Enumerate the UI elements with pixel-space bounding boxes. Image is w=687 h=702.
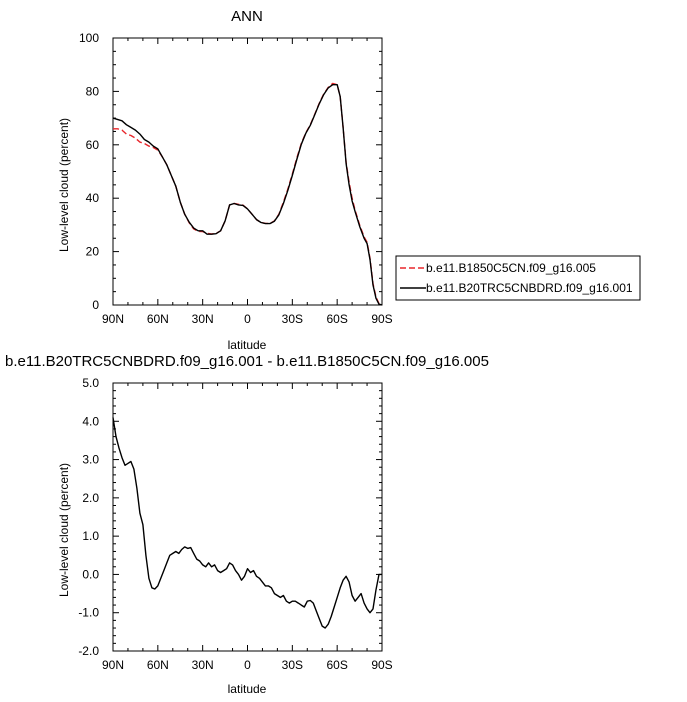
x-tick-label-bottom: 0 [244, 658, 251, 672]
x-tick-label-bottom: 60S [326, 658, 347, 672]
series-line-bottom-0 [112, 417, 382, 629]
y-tick-label-bottom: -1.0 [78, 606, 99, 620]
y-tick-label-bottom: 3.0 [82, 453, 99, 467]
y-tick-label-top: 80 [86, 84, 100, 98]
x-tick-label-top: 30S [282, 312, 303, 326]
chart-title-top: ANN [231, 8, 263, 25]
x-tick-label-top: 30N [192, 312, 214, 326]
x-tick-label-bottom: 30S [282, 658, 303, 672]
y-tick-label-bottom: -2.0 [78, 644, 99, 658]
y-axis-label-bottom: Low-level cloud (percent) [57, 463, 71, 597]
legend: b.e11.B1850C5CN.f09_g16.005 b.e11.B20TRC5… [395, 255, 641, 301]
plot-panel-bottom: 90N 60N 30N 0 30S 60S 90S -2.0 -1.0 0.0 1.0 2.0 3.0 4… [78, 376, 392, 672]
y-tick-label-top: 100 [79, 31, 99, 45]
plot-frame-bottom [112, 382, 383, 652]
chart-title-bottom: b.e11.B20TRC5CNBDRD.f09_g16.001 - b.e11.… [5, 353, 489, 370]
series-line-top-1 [112, 83, 383, 306]
plot-panel-top: 90N 60N 30N 0 30S 60S 90S 0 20 40 60 80 100 [79, 31, 393, 326]
x-tick-label-bottom: 30N [192, 658, 214, 672]
x-axis-label-top: latitude [228, 338, 267, 352]
y-tick-label-top: 40 [86, 191, 100, 205]
y-tick-label-bottom: 4.0 [82, 414, 99, 428]
plot-frame-top [112, 37, 383, 306]
x-tick-label-bottom: 90N [102, 658, 124, 672]
x-tick-label-top: 90S [371, 312, 392, 326]
y-tick-label-bottom: 1.0 [82, 529, 99, 543]
y-tick-label-top: 20 [86, 245, 100, 259]
y-tick-label-bottom: 2.0 [82, 491, 99, 505]
legend-box [395, 255, 641, 301]
x-tick-label-top: 60N [147, 312, 169, 326]
legend-entry-label: b.e11.B1850C5CN.f09_g16.005 [426, 261, 596, 275]
x-axis-label-bottom: latitude [228, 682, 267, 696]
x-tick-label-bottom: 60N [147, 658, 169, 672]
x-tick-label-bottom: 90S [371, 658, 392, 672]
legend-entry-label: b.e11.B20TRC5CNBDRD.f09_g16.001 [426, 281, 633, 295]
y-tick-label-bottom: 0.0 [82, 567, 99, 581]
x-tick-label-top: 60S [326, 312, 347, 326]
y-axis-label-top: Low-level cloud (percent) [57, 118, 71, 252]
x-tick-label-top: 90N [102, 312, 124, 326]
y-tick-label-bottom: 5.0 [82, 376, 99, 390]
x-tick-label-top: 0 [244, 312, 251, 326]
y-tick-label-top: 0 [92, 298, 99, 312]
y-tick-label-top: 60 [86, 138, 100, 152]
